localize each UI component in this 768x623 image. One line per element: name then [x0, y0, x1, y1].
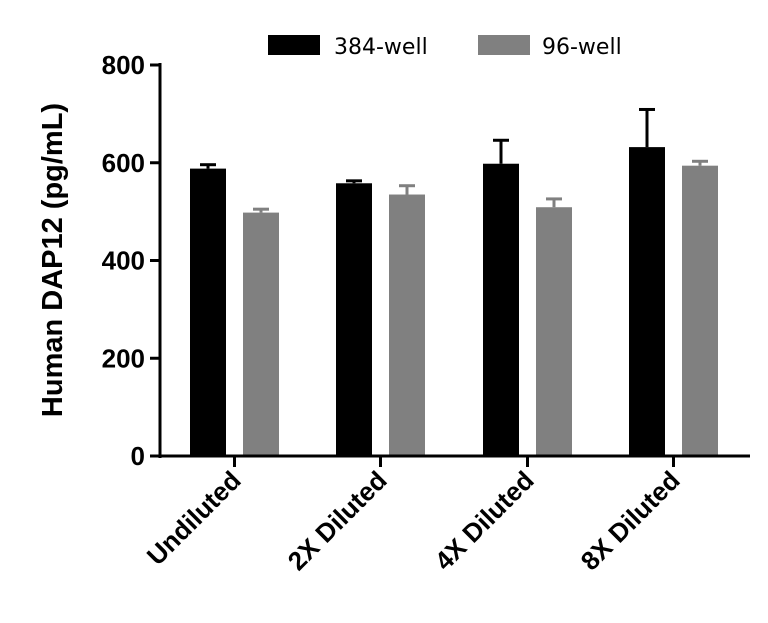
- legend-swatch-96-well: [478, 35, 530, 55]
- bar-96-well-3: [682, 165, 718, 456]
- bar-384-well-3: [629, 147, 665, 457]
- bar-96-well-1: [389, 194, 425, 457]
- bar-96-well-2: [536, 207, 572, 456]
- bar-384-well-2: [483, 163, 519, 457]
- bars: [190, 107, 718, 457]
- x-tick-label-0: Undiluted: [141, 465, 247, 571]
- y-tick-label-800: 800: [102, 50, 145, 80]
- y-tick-label-200: 200: [102, 343, 145, 373]
- y-tick-label-600: 600: [102, 148, 145, 178]
- bar-384-well-0: [190, 168, 226, 457]
- bar-96-well-0: [243, 212, 279, 456]
- legend-label-384-well: 384-well: [334, 35, 428, 60]
- legend-label-96-well: 96-well: [542, 35, 622, 60]
- legend: 384-well 96-well: [268, 35, 622, 60]
- y-axis-label: Human DAP12 (pg/mL): [37, 103, 69, 417]
- bar-384-well-1: [336, 183, 372, 456]
- y-tick-label-400: 400: [102, 246, 145, 276]
- legend-swatch-384-well: [268, 35, 320, 55]
- x-tick-label-2: 4X Diluted: [429, 465, 540, 576]
- y-tick-label-0: 0: [131, 441, 145, 471]
- x-tick-label-3: 8X Diluted: [575, 465, 686, 576]
- x-tick-label-1: 2X Diluted: [282, 465, 393, 576]
